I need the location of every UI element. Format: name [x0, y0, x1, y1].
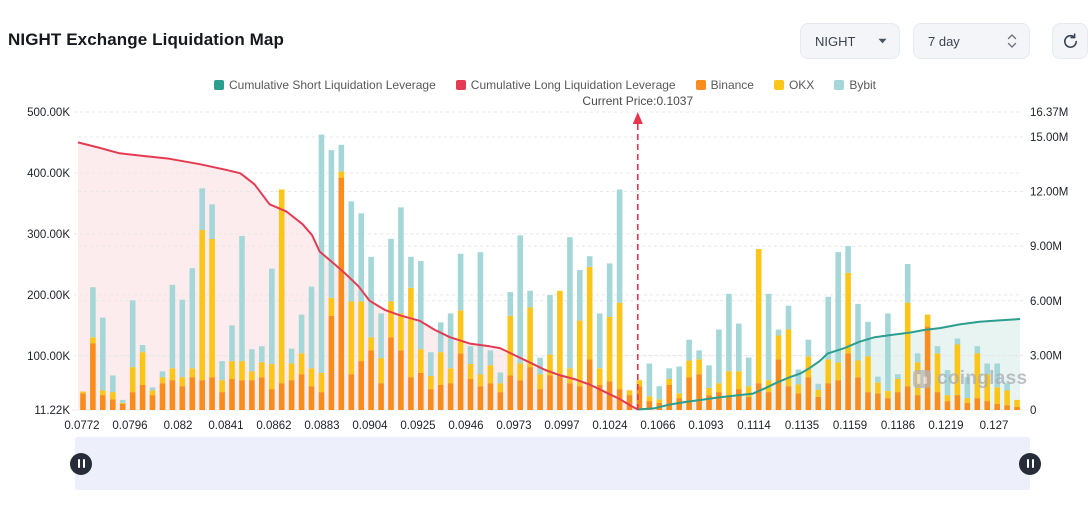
chart-legend: Cumulative Short Liquidation Leverage Cum…: [0, 78, 1090, 92]
legend-label: Bybit: [849, 78, 876, 92]
right-axis-tick: 6.00M: [1030, 296, 1062, 308]
right-axis-tick: 12.00M: [1030, 187, 1068, 199]
left-axis-tick: 500.00K: [27, 107, 70, 119]
x-axis-tick: 0.1219: [928, 420, 963, 432]
legend-label: Cumulative Short Liquidation Leverage: [228, 78, 436, 92]
stepper-updown-icon: [1007, 34, 1017, 48]
coin-select[interactable]: NIGHT: [800, 23, 900, 59]
right-axis-tick: 3.00M: [1030, 350, 1062, 362]
x-axis-tick: 0.1114: [737, 420, 771, 432]
x-axis-tick: 0.1066: [640, 420, 675, 432]
legend-item[interactable]: Cumulative Long Liquidation Leverage: [455, 78, 676, 92]
x-axis-tick: 0.0904: [352, 420, 388, 432]
legend-swatch: [695, 80, 706, 90]
right-axis-tick: 15.00M: [1030, 132, 1068, 144]
legend-label: Cumulative Long Liquidation Leverage: [470, 78, 676, 92]
left-axis-tick: 100.00K: [27, 351, 70, 363]
timerange-select[interactable]: 7 day: [913, 23, 1030, 59]
x-axis-tick: 0.1093: [688, 420, 723, 432]
x-axis-tick: 0.0973: [496, 420, 531, 432]
coin-select-value: NIGHT: [815, 33, 856, 49]
timerange-value: 7 day: [928, 33, 960, 49]
x-axis-tick: 0.127: [980, 420, 1009, 432]
x-axis-tick: 0.0862: [256, 420, 291, 432]
x-axis-tick: 0.1135: [785, 420, 819, 432]
cumulative-short-line: [637, 318, 1021, 411]
legend-label: Binance: [710, 78, 754, 92]
slider-handle-left[interactable]: [70, 452, 92, 475]
legend-swatch: [773, 80, 784, 90]
page-title: NIGHT Exchange Liquidation Map: [8, 30, 284, 49]
refresh-icon: [1063, 32, 1077, 48]
cumulative-long-line: [77, 141, 639, 411]
x-axis-tick: 0.0772: [64, 420, 99, 432]
right-axis-tick: 0: [1030, 405, 1036, 417]
x-axis-tick: 0.0925: [400, 420, 435, 432]
slider-handle-right[interactable]: [1019, 452, 1041, 475]
right-axis-tick: 9.00M: [1030, 241, 1062, 253]
x-axis-tick: 0.0796: [112, 420, 147, 432]
left-axis-tick: 200.00K: [27, 290, 70, 302]
left-axis-tick: 400.00K: [27, 168, 70, 180]
chevron-down-icon: [878, 38, 887, 44]
left-axis-tick: 11.22K: [34, 405, 70, 417]
current-price-arrow-icon: [632, 112, 643, 124]
legend-swatch: [213, 80, 224, 90]
legend-label: OKX: [788, 78, 815, 92]
left-axis-tick: 300.00K: [27, 229, 70, 241]
x-axis-tick: 0.1024: [592, 420, 628, 432]
x-axis-tick: 0.0997: [544, 420, 579, 432]
x-axis-tick: 0.0883: [304, 420, 339, 432]
current-price-label: Current Price:0.1037: [582, 94, 693, 108]
liquidation-chart[interactable]: Current Price:0.1037 500.00K 400.00K 300.00…: [0, 93, 1090, 435]
x-axis-tick: 0.082: [164, 420, 193, 432]
legend-swatch: [455, 80, 466, 90]
bars-group: [80, 134, 1020, 410]
x-axis-tick: 0.0946: [448, 420, 483, 432]
legend-swatch: [834, 80, 845, 90]
zoom-slider-track[interactable]: [70, 437, 1041, 490]
legend-item[interactable]: Binance: [695, 78, 754, 92]
x-axis-tick: 0.0841: [208, 420, 243, 432]
legend-item[interactable]: Bybit: [834, 78, 876, 92]
legend-item[interactable]: Cumulative Short Liquidation Leverage: [213, 78, 436, 92]
legend-item[interactable]: OKX: [773, 78, 815, 92]
x-axis-tick: 0.1186: [881, 420, 915, 432]
x-axis-tick: 0.1159: [833, 420, 867, 432]
refresh-button[interactable]: [1052, 23, 1088, 59]
right-axis-tick: 16.37M: [1030, 107, 1068, 119]
